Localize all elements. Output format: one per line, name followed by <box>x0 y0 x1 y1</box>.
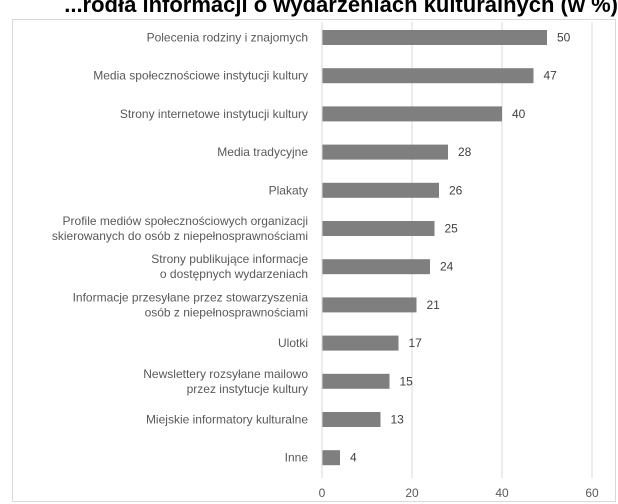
data-label: 24 <box>440 260 454 274</box>
category-label: Media społecznościowe instytucji kultury <box>93 69 308 83</box>
bar <box>322 335 399 351</box>
data-label: 13 <box>391 413 405 427</box>
category-label: Inne <box>285 451 309 465</box>
category-label: Strony publikujące informacje o dostępnyc… <box>151 252 308 281</box>
category-label: Newslettery rozsyłane mailowo przez insty… <box>143 367 308 396</box>
bar <box>322 297 417 313</box>
data-label: 15 <box>400 374 414 388</box>
data-label: 40 <box>512 107 526 121</box>
x-tick-label: 20 <box>405 486 419 500</box>
data-label: 50 <box>557 31 571 45</box>
category-label: Plakaty <box>269 183 308 197</box>
chart-frame <box>12 19 616 502</box>
bar <box>322 30 547 45</box>
x-tick-label: 40 <box>495 486 509 500</box>
data-label: 21 <box>427 298 441 312</box>
category-label: Ulotki <box>278 336 308 350</box>
bar <box>322 221 435 236</box>
bar <box>322 144 448 160</box>
chart-title: ...ródła informacji o wydarzeniach kultu… <box>64 0 618 17</box>
x-tick-label: 0 <box>319 486 326 500</box>
bar <box>322 68 534 84</box>
data-label: 26 <box>449 183 463 197</box>
bar <box>322 259 430 275</box>
category-label: Media tradycyjne <box>217 145 308 159</box>
bar <box>322 450 340 466</box>
bar <box>322 106 502 122</box>
category-label: Polecenia rodziny i znajomych <box>147 31 308 45</box>
bar <box>322 412 381 427</box>
data-label: 47 <box>544 69 558 83</box>
data-label: 25 <box>445 222 459 236</box>
category-label: Strony internetowe instytucji kultury <box>120 107 308 121</box>
x-tick-label: 60 <box>585 486 599 500</box>
category-label: Miejskie informatory kulturalne <box>146 413 308 427</box>
bar <box>322 373 390 389</box>
data-label: 17 <box>409 336 423 350</box>
data-label: 4 <box>350 451 357 465</box>
category-label: Informacje przesyłane przez stowarzyszen… <box>73 290 309 319</box>
data-label: 28 <box>458 145 472 159</box>
category-label: Profile mediów społecznościowych organiz… <box>52 214 308 243</box>
bar <box>322 182 439 198</box>
